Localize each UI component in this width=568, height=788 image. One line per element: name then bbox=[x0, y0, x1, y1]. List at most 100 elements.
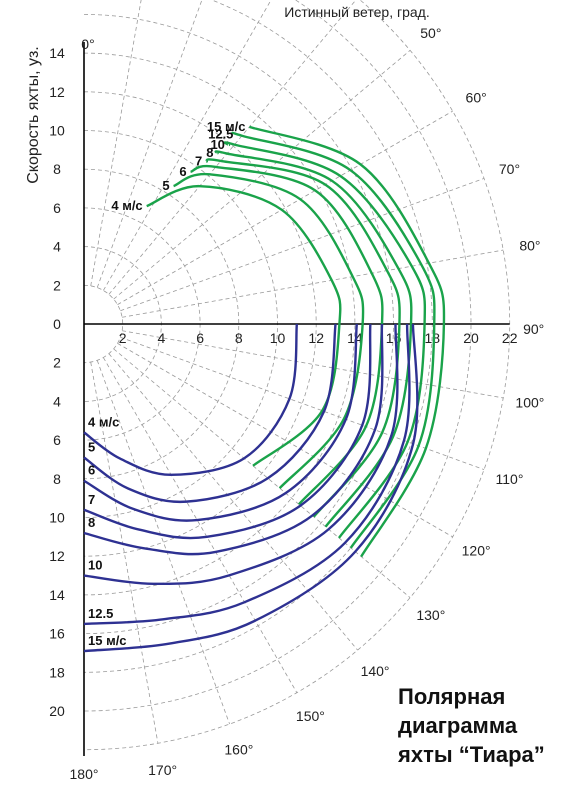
angle-tick-label: 120° bbox=[462, 542, 491, 558]
upwind-curve-label: 4 м/с bbox=[111, 198, 142, 213]
upwind-curve-label: 15 м/с bbox=[207, 119, 246, 134]
upwind-curve bbox=[249, 125, 446, 558]
downwind-curve-label: 12.5 bbox=[88, 606, 113, 621]
radial-tick-label: 0 bbox=[53, 316, 61, 332]
downwind-curve bbox=[83, 323, 399, 586]
angle-tick-label: 50° bbox=[420, 25, 441, 41]
radial-tick-label: 6 bbox=[53, 432, 61, 448]
angle-tick-label: 130° bbox=[416, 607, 445, 623]
grid-radial bbox=[108, 0, 357, 295]
downwind-curve bbox=[83, 323, 299, 477]
radial-tick-label: 12 bbox=[308, 330, 324, 346]
downwind-curve-label: 6 bbox=[88, 463, 95, 478]
radial-tick-label: 10 bbox=[270, 330, 286, 346]
upwind-curve-label: 10 bbox=[210, 137, 224, 152]
radial-tick-label: 6 bbox=[53, 200, 61, 216]
downwind-curve bbox=[83, 323, 419, 653]
downwind-curve bbox=[83, 323, 372, 540]
grid-arc bbox=[83, 52, 356, 596]
grid-radial bbox=[113, 50, 411, 300]
title-line-3: яхты “Тиара” bbox=[398, 742, 545, 767]
grid-arc bbox=[83, 0, 433, 673]
grid-radial bbox=[120, 336, 485, 470]
downwind-curve bbox=[83, 323, 359, 522]
upwind-curve bbox=[231, 131, 436, 549]
angle-tick-label: 70° bbox=[499, 161, 520, 177]
upwind-curve bbox=[223, 141, 427, 539]
radial-tick-label: 16 bbox=[49, 626, 65, 642]
radial-tick-label: 6 bbox=[196, 330, 204, 346]
radial-tick-label: 8 bbox=[235, 330, 243, 346]
speed-curves bbox=[83, 125, 446, 653]
downwind-curve-label: 15 м/с bbox=[88, 633, 127, 648]
grid-radial bbox=[96, 360, 230, 725]
downwind-curve-label: 4 м/с bbox=[88, 414, 119, 429]
grid-arc bbox=[83, 0, 472, 712]
tick-labels: 0°10°20°30°40°50°60°70°80°90°100°110°120… bbox=[49, 25, 544, 782]
angle-tick-label: 140° bbox=[361, 663, 390, 679]
radial-tick-label: 18 bbox=[49, 664, 65, 680]
angle-tick-label: 0° bbox=[81, 36, 94, 52]
upwind-curve bbox=[190, 164, 384, 506]
upwind-curve bbox=[146, 184, 342, 467]
radial-tick-label: 4 bbox=[158, 330, 166, 346]
radial-tick-label: 2 bbox=[53, 355, 61, 371]
radial-tick-label: 2 bbox=[119, 330, 127, 346]
radial-tick-label: 10 bbox=[49, 123, 65, 139]
title-line-2: диаграмма bbox=[398, 713, 518, 738]
angle-tick-label: 160° bbox=[224, 741, 253, 757]
radial-tick-label: 20 bbox=[49, 703, 65, 719]
upwind-curve-label: 12.5 bbox=[208, 127, 233, 142]
radial-axis-title: Скорость яхты, уз. bbox=[25, 46, 42, 184]
upwind-curve bbox=[205, 158, 401, 518]
angle-tick-label: 60° bbox=[466, 90, 487, 106]
downwind-curve bbox=[83, 323, 337, 504]
radial-tick-label: 12 bbox=[49, 84, 65, 100]
grid-arc bbox=[83, 284, 124, 364]
grid-radial bbox=[90, 0, 142, 286]
upwind-curve bbox=[214, 150, 413, 528]
downwind-curve-label: 8 bbox=[88, 515, 95, 530]
grid-radial bbox=[120, 178, 485, 312]
grid-arc bbox=[83, 0, 511, 751]
downwind-curve bbox=[83, 323, 384, 556]
angle-axis-title: Истинный ветер, град. bbox=[284, 4, 429, 20]
downwind-curve-label: 7 bbox=[88, 492, 95, 507]
angle-tick-label: 170° bbox=[148, 762, 177, 778]
radial-tick-label: 14 bbox=[49, 587, 65, 603]
upwind-curve-label: 7 bbox=[195, 154, 202, 169]
grid-radial bbox=[103, 357, 298, 693]
grid-radial bbox=[122, 249, 504, 318]
radial-tick-label: 10 bbox=[49, 510, 65, 526]
downwind-curve-label: 10 bbox=[88, 558, 102, 573]
grid-radial bbox=[90, 362, 159, 744]
radial-tick-label: 4 bbox=[53, 393, 61, 409]
radial-tick-label: 2 bbox=[53, 277, 61, 293]
diagram-title: Полярная диаграмма яхты “Тиара” bbox=[398, 682, 563, 769]
angle-tick-label: 150° bbox=[296, 708, 325, 724]
radial-tick-label: 12 bbox=[49, 548, 65, 564]
angle-tick-label: 80° bbox=[519, 237, 540, 253]
upwind-curve bbox=[173, 172, 365, 489]
angle-tick-label: 180° bbox=[70, 766, 99, 782]
radial-tick-label: 22 bbox=[502, 330, 518, 346]
upwind-curve-label: 8 bbox=[206, 145, 213, 160]
radial-tick-label: 18 bbox=[425, 330, 441, 346]
angle-tick-label: 90° bbox=[523, 321, 544, 337]
angle-tick-label: 110° bbox=[496, 471, 524, 487]
radial-tick-label: 8 bbox=[53, 471, 61, 487]
upwind-curve-label: 6 bbox=[179, 164, 186, 179]
grid-radial bbox=[96, 0, 203, 288]
radial-tick-label: 8 bbox=[53, 161, 61, 177]
angle-tick-label: 100° bbox=[515, 395, 544, 411]
polar-grid bbox=[83, 0, 511, 751]
grid-radial bbox=[117, 110, 453, 305]
upwind-curve-label: 5 bbox=[162, 178, 169, 193]
grid-radial bbox=[108, 353, 358, 651]
radial-tick-label: 14 bbox=[49, 45, 65, 61]
grid-radial bbox=[103, 0, 272, 291]
title-line-1: Полярная bbox=[398, 684, 506, 709]
downwind-curve-label: 5 bbox=[88, 440, 95, 455]
